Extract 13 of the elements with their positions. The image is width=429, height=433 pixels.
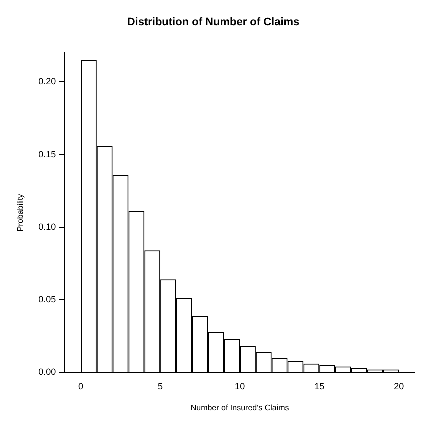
y-tick-label: 0.10 [38, 222, 56, 232]
x-tick-label: 15 [314, 381, 325, 392]
y-tick-label: 0.05 [38, 294, 56, 304]
x-axis-title: Number of Insured's Claims [190, 403, 290, 412]
chart-title: Distribution of Number of Claims [127, 16, 300, 29]
x-tick-label: 10 [235, 381, 246, 392]
y-tick-label: 0.20 [38, 76, 56, 87]
y-tick-label: 0.00 [38, 367, 56, 378]
y-axis-title: Probability [16, 194, 26, 232]
x-tick-label: 5 [158, 381, 164, 392]
x-tick-label: 20 [394, 381, 404, 392]
y-tick-label: 0.15 [38, 149, 56, 160]
x-tick-label: 0 [78, 381, 84, 392]
